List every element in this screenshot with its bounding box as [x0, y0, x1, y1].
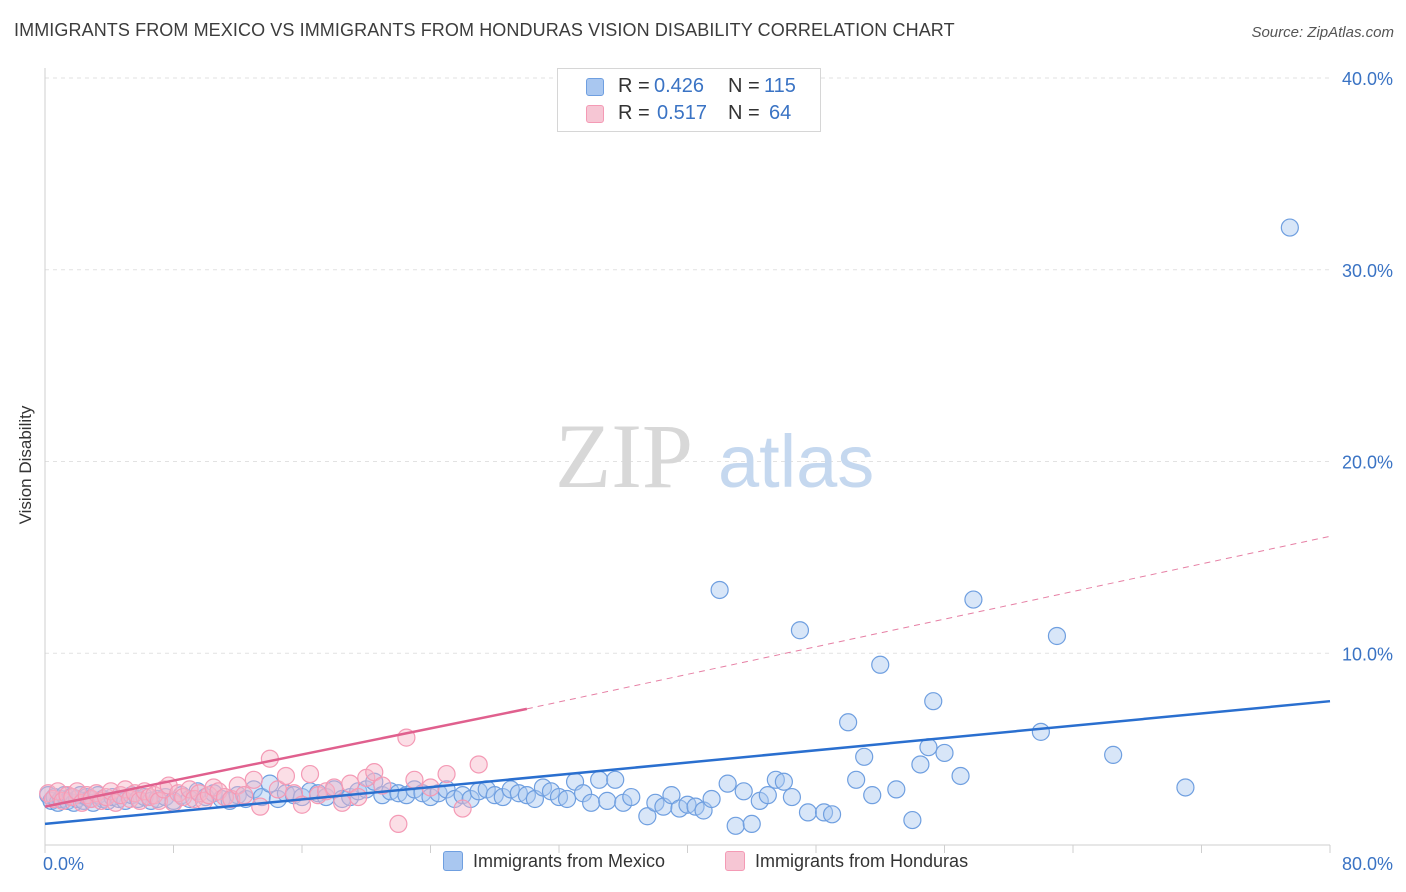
legend-row-honduras: R = 0.517 N = 64: [558, 101, 820, 127]
point-honduras: [469, 755, 488, 774]
point-honduras: [149, 791, 169, 810]
trend-line-honduras-extension: [526, 535, 1331, 710]
point-honduras: [228, 776, 247, 795]
point-honduras: [300, 764, 320, 784]
x-tick-label: 80.0%: [1342, 854, 1393, 874]
point-mexico: [774, 772, 793, 791]
axes: [44, 68, 1331, 853]
legend-n-value: 64: [769, 102, 792, 124]
point-honduras: [341, 774, 360, 793]
point-honduras: [453, 799, 472, 818]
trend-lines: [44, 535, 1331, 826]
y-tick-label: 40.0%: [1342, 69, 1393, 89]
point-honduras: [276, 766, 296, 786]
point-honduras: [389, 814, 408, 834]
point-mexico: [1104, 745, 1123, 764]
point-mexico: [638, 807, 657, 826]
y-tick-label: 20.0%: [1342, 453, 1393, 473]
trend-line-mexico: [44, 699, 1331, 826]
point-honduras: [405, 770, 424, 789]
point-honduras: [373, 776, 392, 795]
point-mexico: [951, 766, 970, 786]
point-mexico: [1280, 218, 1299, 237]
point-mexico: [726, 816, 745, 835]
data-points: [39, 218, 1299, 835]
point-mexico: [734, 782, 753, 801]
point-mexico: [702, 789, 721, 809]
point-honduras: [365, 763, 384, 782]
legend-n-label: N =: [728, 102, 760, 124]
watermark-zip: ZIP: [555, 405, 693, 507]
point-mexico: [1047, 626, 1067, 646]
chart-title: IMMIGRANTS FROM MEXICO VS IMMIGRANTS FRO…: [14, 20, 955, 40]
stats-legend: R = 0.426 N = 115 R = 0.517 N = 64: [557, 68, 821, 132]
y-axis-label: Vision Disability: [16, 405, 35, 525]
source-label: Source: ZipAtlas.com: [1251, 24, 1394, 41]
point-mexico: [911, 755, 930, 774]
point-mexico: [598, 791, 617, 810]
x-tick-label: 0.0%: [43, 854, 84, 874]
point-mexico: [855, 747, 874, 766]
legend-swatch-mexico: [586, 78, 604, 96]
point-mexico: [710, 580, 729, 600]
point-mexico: [590, 770, 609, 789]
legend-n-label: N =: [728, 75, 760, 97]
point-mexico: [847, 770, 866, 789]
bottom-legend-mexico: Immigrants from Mexico: [443, 851, 665, 872]
point-mexico: [924, 692, 943, 711]
y-tick-label: 30.0%: [1342, 261, 1393, 281]
point-mexico: [903, 810, 922, 830]
legend-r-value: 0.426: [654, 75, 705, 97]
bottom-legend-swatch-mexico: [443, 851, 463, 871]
point-honduras: [180, 780, 199, 799]
point-mexico: [662, 786, 681, 805]
point-honduras: [349, 787, 368, 807]
point-mexico: [871, 655, 890, 674]
legend-r-label: R =: [618, 75, 650, 97]
point-honduras: [325, 778, 344, 797]
point-mexico: [964, 590, 983, 609]
legend-r-value: 0.517: [657, 102, 708, 124]
point-honduras: [437, 764, 456, 784]
point-mexico: [863, 786, 882, 805]
legend-r-label: R =: [618, 102, 650, 124]
point-mexico: [782, 787, 802, 807]
bottom-legend-label-mexico: Immigrants from Mexico: [473, 851, 666, 871]
legend-n-value: 115: [764, 75, 796, 97]
point-honduras: [145, 786, 164, 805]
point-honduras: [235, 786, 254, 805]
watermark-atlas: atlas: [718, 420, 874, 503]
watermark: ZIP atlas: [555, 405, 874, 507]
legend-row-mexico: R = 0.426 N = 115: [558, 74, 820, 100]
point-honduras: [251, 797, 270, 816]
point-mexico: [758, 786, 777, 805]
point-mexico: [1176, 778, 1195, 797]
point-mexico: [887, 780, 906, 799]
point-mexico: [839, 713, 858, 732]
point-mexico: [582, 793, 601, 812]
point-mexico: [742, 814, 761, 834]
bottom-legend-label-honduras: Immigrants from Honduras: [755, 851, 969, 871]
point-mexico: [935, 743, 954, 763]
trend-line-honduras: [44, 707, 528, 808]
point-honduras: [244, 770, 263, 789]
point-mexico: [822, 805, 842, 824]
point-mexico: [622, 787, 641, 807]
point-mexico: [798, 803, 818, 822]
grid: [45, 77, 1330, 654]
tick-labels: 10.0% 20.0% 30.0% 40.0% 0.0% 80.0%: [43, 69, 1393, 874]
point-mexico: [557, 789, 577, 809]
bottom-legend-honduras: Immigrants from Honduras: [725, 851, 968, 872]
point-mexico: [1031, 722, 1050, 741]
bottom-legend-swatch-honduras: [725, 851, 745, 871]
y-tick-label: 10.0%: [1342, 644, 1393, 664]
point-mexico: [718, 774, 737, 793]
point-mexico: [606, 770, 625, 789]
point-mexico: [790, 621, 810, 640]
legend-swatch-honduras: [586, 105, 604, 123]
